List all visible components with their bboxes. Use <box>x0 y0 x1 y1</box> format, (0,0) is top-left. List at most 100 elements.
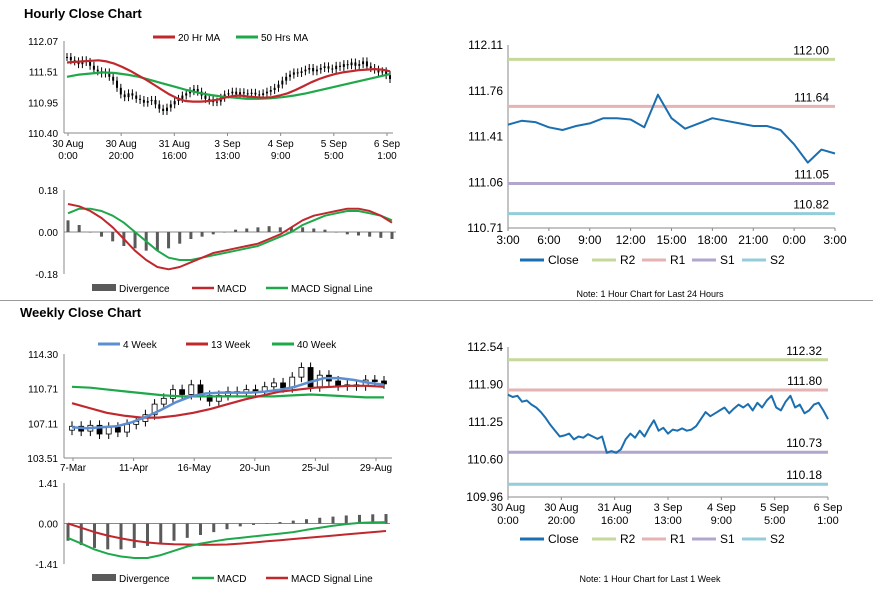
divergence-bar <box>111 232 115 242</box>
weekly-macd-chart: 1.41 0.00 -1.41 Divergence MACD MACD Signal L… <box>35 479 390 585</box>
candle-body <box>123 94 126 98</box>
x-tick-label: 31 Aug <box>598 502 632 514</box>
candle-body <box>196 88 199 92</box>
divergence-bar <box>88 232 92 233</box>
x-tick-label: 16:00 <box>162 151 187 162</box>
x-tick-label: 12:00 <box>616 233 646 247</box>
candle-body <box>327 66 330 69</box>
y-tick-label: 0.00 <box>39 520 59 531</box>
candle-body <box>170 389 176 399</box>
x-tick-label: 1:00 <box>817 515 838 527</box>
divergence-bar <box>155 232 159 251</box>
divergence-bar <box>344 515 348 524</box>
divergence-bar <box>368 232 372 237</box>
weekly-section-title: Weekly Close Chart <box>20 305 142 320</box>
candle-body <box>258 94 261 96</box>
y-tick-label: 112.11 <box>468 38 503 52</box>
candle-body <box>385 71 388 76</box>
level-s2-label: 110.18 <box>786 468 822 482</box>
legend-s1-label: S1 <box>720 532 735 546</box>
candle-body <box>66 56 68 58</box>
candle-body <box>188 384 195 395</box>
candle-body <box>239 92 242 95</box>
candle-body <box>124 423 130 433</box>
candle-body <box>308 67 311 70</box>
x-tick-label: 1:00 <box>377 151 397 162</box>
y-tick-label: 111.51 <box>29 68 59 79</box>
legend-close-label: Close <box>548 532 579 546</box>
candle-body <box>204 95 207 99</box>
candle-body <box>331 68 334 70</box>
legend-r2-label: R2 <box>620 253 636 267</box>
divergence-bar <box>267 226 271 232</box>
level-s1-label: 110.73 <box>786 436 822 450</box>
divergence-bar <box>371 514 375 524</box>
divergence-bar <box>323 229 327 232</box>
divergence-bar <box>356 232 360 236</box>
divergence-bar <box>390 232 394 239</box>
divergence-bar <box>100 232 104 237</box>
candle-body <box>150 99 153 102</box>
candle-body <box>115 80 118 88</box>
y-tick-label: 110.71 <box>467 221 503 235</box>
x-tick-label: 6 Sep <box>814 502 843 514</box>
legend-divergence-swatch <box>92 574 116 581</box>
x-tick-label: 5:00 <box>764 515 785 527</box>
y-tick-label: 110.71 <box>28 385 58 396</box>
candle-body <box>151 403 158 416</box>
candle-body <box>315 69 318 72</box>
x-tick-label: 4 Sep <box>268 139 295 150</box>
legend-divergence-label: Divergence <box>119 574 170 585</box>
candle-body <box>165 107 168 111</box>
y-tick-label: 1.41 <box>39 479 59 490</box>
level-r2-label: 112.00 <box>793 43 829 57</box>
divergence-bar <box>305 519 308 524</box>
x-tick-label: 9:00 <box>271 151 291 162</box>
divergence-bar <box>334 232 338 233</box>
divergence-bar <box>167 232 171 249</box>
weekly-price-chart: 114.30 110.71 107.11 103.517-Mar 11-Apr 16-Ma… <box>27 340 392 474</box>
x-tick-label: 18:00 <box>697 233 727 247</box>
divergence-bar <box>331 516 335 524</box>
candle-body <box>280 382 286 389</box>
legend-macd-label: MACD <box>217 574 246 585</box>
divergence-bar <box>301 227 305 232</box>
x-tick-label: 20:00 <box>109 151 134 162</box>
macd-line <box>67 521 387 559</box>
divergence-bar <box>77 225 81 232</box>
candle-body <box>185 93 188 96</box>
x-tick-label: 0:00 <box>782 233 806 247</box>
legend-s1-label: S1 <box>720 253 735 267</box>
x-tick-label: 3 Sep <box>214 139 241 150</box>
legend-s2-label: S2 <box>770 532 785 546</box>
divergence-bar <box>199 523 202 535</box>
x-tick-label: 3 Sep <box>654 502 683 514</box>
x-tick-label: 5 Sep <box>760 502 789 514</box>
candle-body <box>119 87 122 95</box>
divergence-bar <box>238 523 242 527</box>
divergence-bar <box>66 220 70 232</box>
divergence-bar <box>222 232 226 233</box>
y-tick-label: -1.41 <box>35 560 58 571</box>
x-tick-label: 30 Aug <box>491 502 525 514</box>
divergence-bar <box>358 514 361 524</box>
candle-body <box>142 99 145 103</box>
candle-body <box>254 92 257 95</box>
candle-body <box>354 62 357 66</box>
y-tick-label: 112.07 <box>28 37 58 48</box>
candle-body <box>192 88 195 92</box>
candle-body <box>323 66 326 68</box>
candle-body <box>127 93 130 98</box>
signal-line <box>67 522 387 546</box>
divergence-bar <box>200 232 204 237</box>
legend-r1-label: R1 <box>670 532 686 546</box>
x-tick-label: 0:00 <box>497 515 518 527</box>
y-tick-label: 114.30 <box>28 350 58 361</box>
candle-body <box>189 91 192 94</box>
candle-body <box>105 426 112 435</box>
divergence-bar <box>234 229 238 232</box>
x-tick-label: 31 Aug <box>159 139 190 150</box>
candle-body <box>312 67 315 72</box>
candle-body <box>181 95 184 99</box>
